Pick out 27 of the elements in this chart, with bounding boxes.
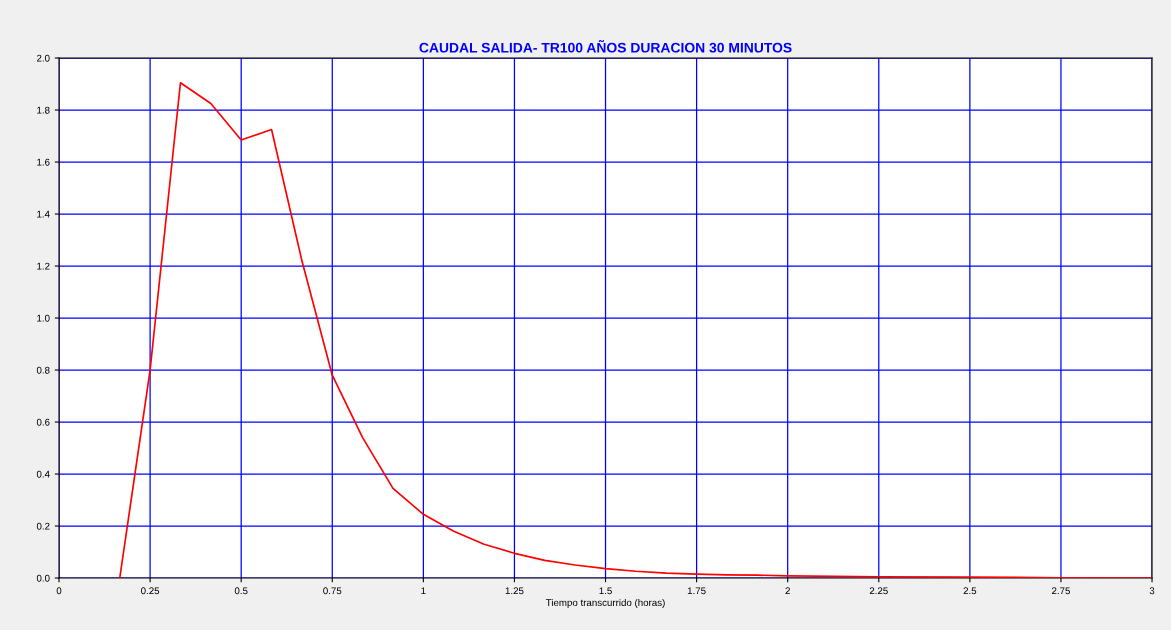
y-tick-label: 1.4 [37, 210, 50, 218]
y-tick-label: 1.0 [37, 314, 50, 322]
x-tick-label: 0.75 [323, 587, 342, 595]
y-tick-label: 0.2 [36, 522, 50, 530]
x-tick-label: 2.25 [869, 587, 888, 595]
x-tick-label: 2.5 [963, 587, 977, 595]
x-axis-title: Tiempo transcurrido (horas) [545, 598, 665, 608]
x-tick-label: 0 [56, 587, 62, 595]
y-tick-label: 0.8 [36, 366, 50, 374]
y-tick-label: 0.0 [36, 574, 50, 582]
y-tick-label: 1.6 [37, 158, 50, 166]
y-tick-label: 0.6 [36, 418, 50, 426]
chart-title: CAUDAL SALIDA- TR100 AÑOS DURACION 30 MINUTOS [419, 40, 792, 53]
x-tick-label: 1.75 [687, 587, 706, 595]
x-tick-label: 0.5 [234, 587, 248, 595]
y-tick-label: 1.8 [37, 106, 50, 114]
x-tick-label: 1.25 [505, 587, 524, 595]
line-series [118, 81, 1153, 579]
x-tick-label: 0.25 [141, 587, 160, 595]
x-tick-label: 2 [785, 587, 790, 595]
y-tick-label: 2.0 [36, 54, 50, 62]
y-tick-label: 0.4 [36, 470, 50, 478]
x-tick-label: 1 [421, 587, 426, 595]
x-tick-label: 1.5 [599, 587, 612, 595]
x-tick-label: 3 [1149, 587, 1155, 595]
y-tick-label: 1.2 [37, 262, 50, 270]
x-tick-label: 2.75 [1051, 587, 1070, 595]
